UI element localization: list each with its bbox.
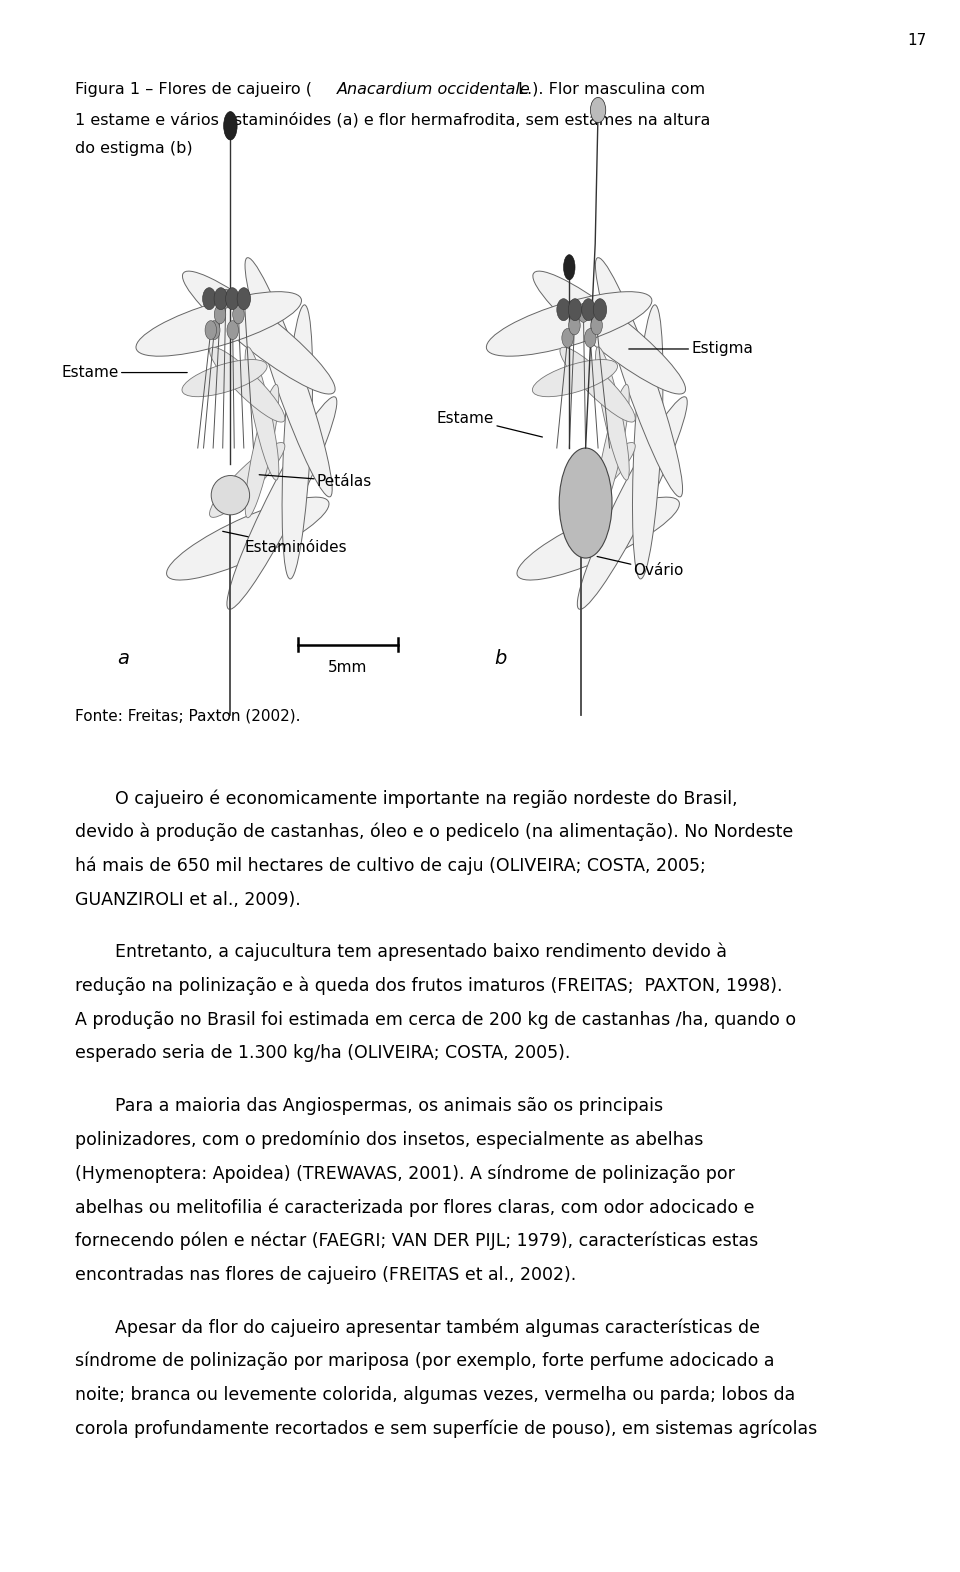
Circle shape xyxy=(226,288,239,310)
Circle shape xyxy=(582,299,595,321)
Circle shape xyxy=(227,321,238,340)
Text: L.). Flor masculina com: L.). Flor masculina com xyxy=(513,82,706,97)
Text: corola profundamente recortados e sem superfície de pouso), em sistemas agrícola: corola profundamente recortados e sem su… xyxy=(75,1420,817,1438)
Text: redução na polinização e à queda dos frutos imaturos (FREITAS;  PAXTON, 1998).: redução na polinização e à queda dos fru… xyxy=(75,976,782,995)
Ellipse shape xyxy=(560,442,636,517)
Ellipse shape xyxy=(245,385,278,517)
Ellipse shape xyxy=(517,497,680,580)
Ellipse shape xyxy=(595,258,683,497)
Ellipse shape xyxy=(136,292,301,357)
Text: há mais de 650 mil hectares de cultivo de caju (OLIVEIRA; COSTA, 2005;: há mais de 650 mil hectares de cultivo d… xyxy=(75,857,706,876)
Ellipse shape xyxy=(245,258,332,497)
Text: 5mm: 5mm xyxy=(328,660,368,676)
Circle shape xyxy=(578,303,589,322)
Ellipse shape xyxy=(487,292,652,357)
Text: noite; branca ou levemente colorida, algumas vezes, vermelha ou parda; lobos da: noite; branca ou levemente colorida, alg… xyxy=(75,1385,795,1404)
Ellipse shape xyxy=(559,448,612,558)
Circle shape xyxy=(208,321,220,340)
Ellipse shape xyxy=(577,396,687,610)
Text: Figura 1 – Flores de cajueiro (: Figura 1 – Flores de cajueiro ( xyxy=(75,82,312,97)
Circle shape xyxy=(205,321,217,340)
Circle shape xyxy=(562,329,573,347)
Text: Petálas: Petálas xyxy=(259,473,372,489)
Ellipse shape xyxy=(182,270,335,395)
Ellipse shape xyxy=(167,497,329,580)
Circle shape xyxy=(232,305,244,324)
Text: (Hymenoptera: Apoidea) (TREWAVAS, 2001). A síndrome de polinização por: (Hymenoptera: Apoidea) (TREWAVAS, 2001).… xyxy=(75,1165,734,1182)
Circle shape xyxy=(214,305,226,324)
Text: A produção no Brasil foi estimada em cerca de 200 kg de castanhas /ha, quando o: A produção no Brasil foi estimada em cer… xyxy=(75,1011,796,1028)
Ellipse shape xyxy=(595,347,629,479)
Text: Estame: Estame xyxy=(61,365,187,380)
Text: O cajueiro é economicamente importante na região nordeste do Brasil,: O cajueiro é economicamente importante n… xyxy=(115,789,738,808)
Ellipse shape xyxy=(245,347,278,479)
Text: Ovário: Ovário xyxy=(597,556,684,578)
Circle shape xyxy=(238,289,250,308)
Text: polinizadores, com o predomínio dos insetos, especialmente as abelhas: polinizadores, com o predomínio dos inse… xyxy=(75,1130,704,1149)
Circle shape xyxy=(203,288,216,310)
Text: Apesar da flor do cajueiro apresentar também algumas características de: Apesar da flor do cajueiro apresentar ta… xyxy=(115,1317,760,1336)
Circle shape xyxy=(237,288,251,310)
Text: encontradas nas flores de cajueiro (FREITAS ⁠et al⁠., 2002).: encontradas nas flores de cajueiro (FREI… xyxy=(75,1265,576,1284)
Text: GUANZIROLI ⁠et al⁠., 2009).: GUANZIROLI ⁠et al⁠., 2009). xyxy=(75,890,300,909)
Circle shape xyxy=(220,289,231,308)
Text: Fonte: Freitas; Paxton (2002).: Fonte: Freitas; Paxton (2002). xyxy=(75,709,300,725)
Text: esperado seria de 1.300 kg/ha (OLIVEIRA; COSTA, 2005).: esperado seria de 1.300 kg/ha (OLIVEIRA;… xyxy=(75,1044,570,1063)
Text: 17: 17 xyxy=(907,33,926,49)
Ellipse shape xyxy=(209,347,285,423)
Text: Estaminóides: Estaminóides xyxy=(223,531,348,555)
Text: síndrome de polinização por mariposa (por exemplo, forte perfume adocicado a: síndrome de polinização por mariposa (po… xyxy=(75,1352,775,1371)
Text: a: a xyxy=(117,649,129,668)
Circle shape xyxy=(590,97,606,123)
Text: b: b xyxy=(494,649,507,668)
Ellipse shape xyxy=(562,475,600,516)
Text: abelhas ou melitofilia é caracterizada por flores claras, com odor adocicado e: abelhas ou melitofilia é caracterizada p… xyxy=(75,1198,755,1217)
Circle shape xyxy=(557,299,570,321)
Text: devido à produção de castanhas, óleo e o pedicelo (na alimentação). No Nordeste: devido à produção de castanhas, óleo e o… xyxy=(75,824,793,841)
Text: Para a maioria das Angiospermas, os animais são os principais: Para a maioria das Angiospermas, os anim… xyxy=(115,1097,663,1115)
Text: Entretanto, a cajucultura tem apresentado baixo rendimento devido à: Entretanto, a cajucultura tem apresentad… xyxy=(115,943,728,962)
Ellipse shape xyxy=(633,305,663,578)
Text: fornecendo pólen e néctar (FAEGRI; VAN DER PIJL; 1979), características estas: fornecendo pólen e néctar (FAEGRI; VAN D… xyxy=(75,1232,758,1250)
Circle shape xyxy=(593,299,607,321)
Ellipse shape xyxy=(533,360,617,396)
Ellipse shape xyxy=(224,112,237,140)
Ellipse shape xyxy=(282,305,313,578)
Text: Anacardium occidentale: Anacardium occidentale xyxy=(337,82,531,97)
Text: do estigma (b): do estigma (b) xyxy=(75,141,193,157)
Ellipse shape xyxy=(595,385,629,517)
Text: 1 estame e vários estaminóides (a) e flor hermafrodita, sem estames na altura: 1 estame e vários estaminóides (a) e flo… xyxy=(75,112,710,127)
Ellipse shape xyxy=(533,270,685,395)
Ellipse shape xyxy=(211,475,250,516)
Ellipse shape xyxy=(560,347,636,423)
Circle shape xyxy=(214,288,228,310)
Circle shape xyxy=(585,329,596,347)
Ellipse shape xyxy=(182,360,267,396)
Circle shape xyxy=(590,316,603,335)
Text: Estame: Estame xyxy=(437,410,542,437)
Text: Estigma: Estigma xyxy=(629,341,753,357)
Ellipse shape xyxy=(209,442,285,517)
Ellipse shape xyxy=(564,255,575,280)
Circle shape xyxy=(568,316,580,335)
Ellipse shape xyxy=(227,396,337,610)
Circle shape xyxy=(568,299,582,321)
